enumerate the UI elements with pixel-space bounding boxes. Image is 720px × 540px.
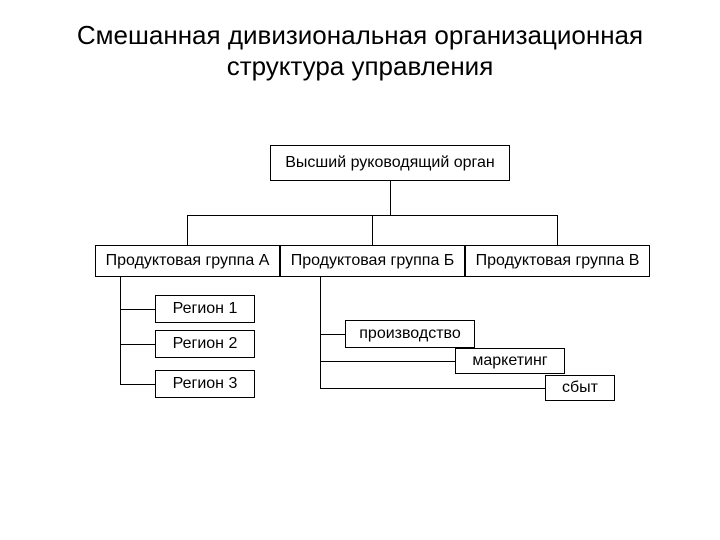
connector-group-drop-0 (187, 215, 188, 245)
connector-func-stub-1 (320, 361, 455, 362)
slide-title: Смешанная дивизиональная организационная… (40, 20, 680, 82)
connector-func-stub-2 (320, 388, 545, 389)
connector-func-spine (320, 277, 321, 388)
connector-group-drop-1 (372, 215, 373, 245)
connector-region-stub-1 (120, 344, 155, 345)
connector-func-stub-0 (320, 334, 345, 335)
connector-top-stem (390, 181, 391, 215)
connector-region-stub-2 (120, 384, 155, 385)
region-box-0: Регион 1 (155, 295, 255, 323)
group-box-2: Продуктовая группа В (465, 245, 650, 277)
group-box-0: Продуктовая группа А (95, 245, 280, 277)
slide: Смешанная дивизиональная организационная… (0, 0, 720, 540)
connector-region-stub-0 (120, 309, 155, 310)
group-box-1: Продуктовая группа Б (280, 245, 465, 277)
function-box-2: сбыт (545, 375, 615, 401)
connector-group-drop-2 (557, 215, 558, 245)
region-box-2: Регион 3 (155, 370, 255, 398)
function-box-1: маркетинг (455, 348, 565, 374)
function-box-0: производство (345, 320, 475, 348)
top-box: Высший руководящий орган (270, 145, 510, 181)
connector-region-spine (120, 277, 121, 384)
region-box-1: Регион 2 (155, 330, 255, 358)
